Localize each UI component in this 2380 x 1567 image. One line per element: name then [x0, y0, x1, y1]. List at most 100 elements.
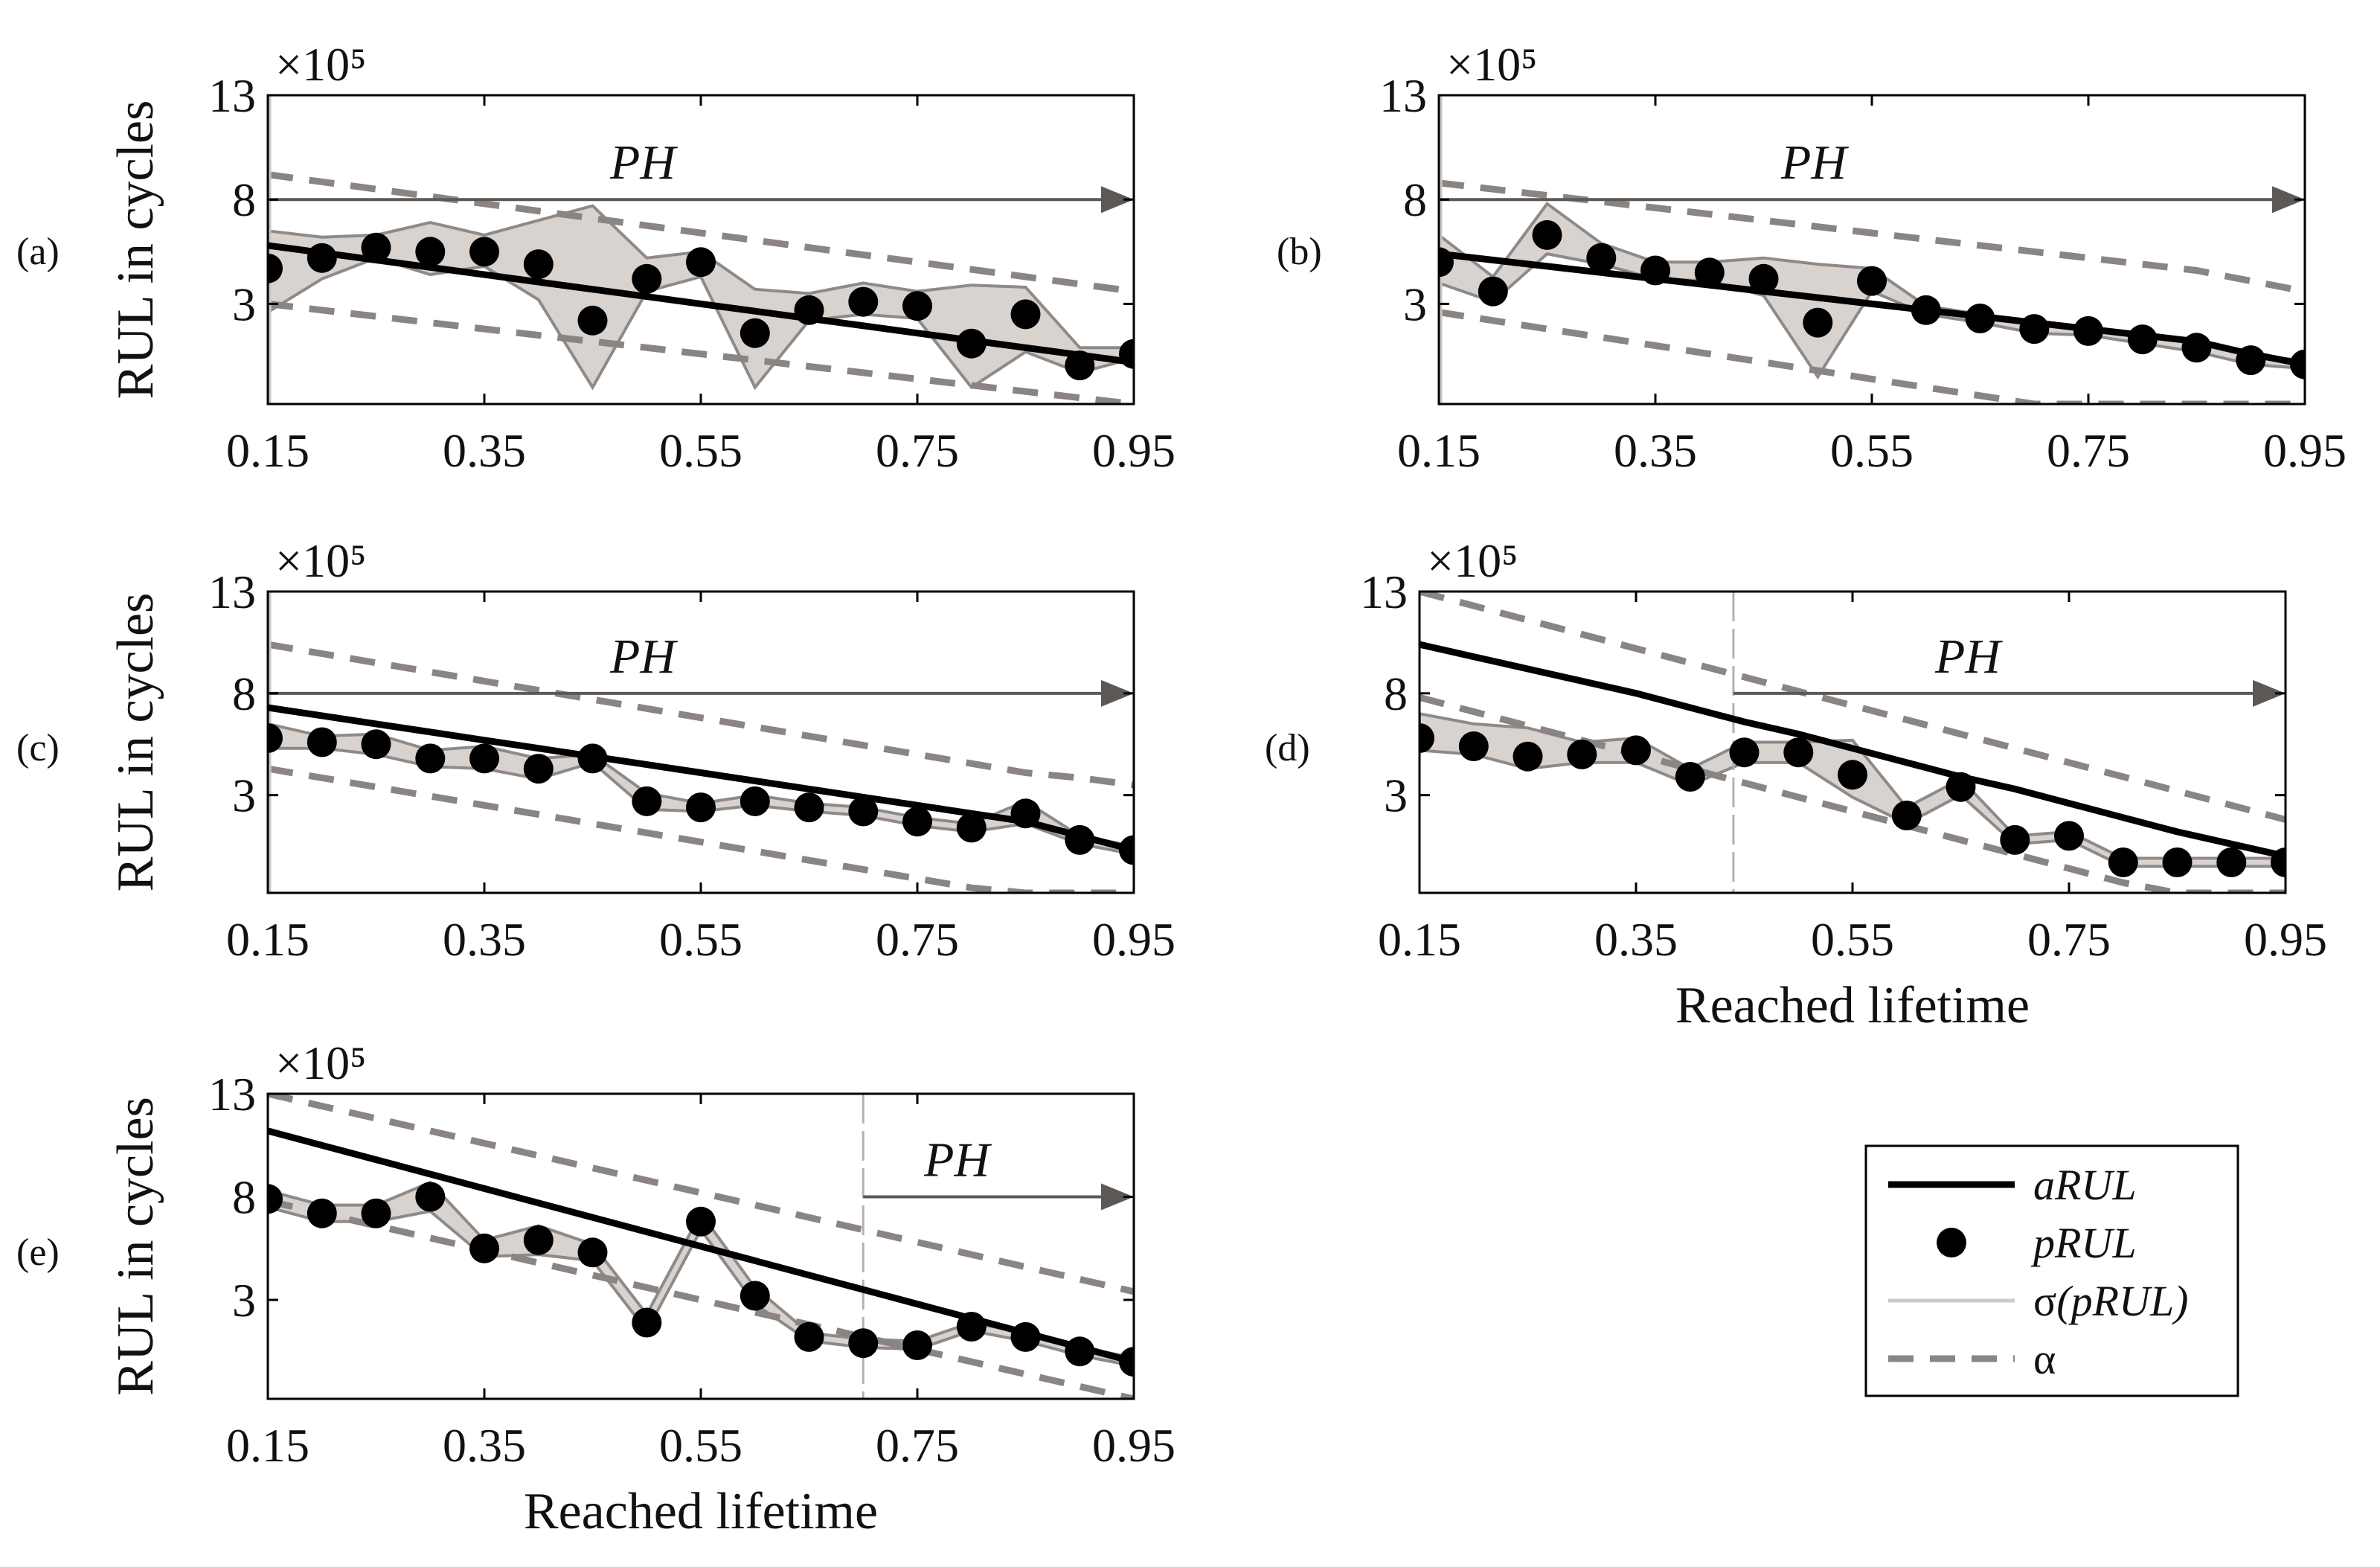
x-tick-label: 0.95: [1092, 913, 1175, 966]
panel-label: (a): [16, 231, 60, 273]
horizon-arrowhead: [2272, 186, 2305, 214]
prul-point: [268, 1184, 283, 1214]
panel-label: (d): [1265, 727, 1310, 769]
horizon-arrowhead: [2253, 679, 2286, 707]
arul-line: [1439, 250, 2305, 368]
y-multiplier: ×10⁵: [275, 38, 366, 91]
y-axis-label: RUL in cycles: [107, 1097, 164, 1396]
arul-line: [268, 242, 1134, 366]
prul-point: [577, 305, 608, 336]
x-tick-label: 0.55: [1830, 424, 1914, 477]
prul-point: [415, 1182, 446, 1212]
x-axis-label: Reached lifetime: [1675, 977, 2030, 1034]
alpha-lower-line: [1439, 309, 2305, 404]
prul-point: [1946, 772, 1976, 802]
y-tick-label: 8: [1403, 173, 1427, 226]
y-multiplier: ×10⁵: [275, 1036, 366, 1089]
horizon-label: PH: [609, 629, 678, 684]
x-tick-label: 0.35: [1594, 913, 1678, 966]
prul-point: [1439, 247, 1454, 278]
panel-a: PH 3 8 13 0.15 0.35 0.55 0.75 0.95 ×10⁵ (a) RUL in …: [16, 38, 1175, 477]
x-tick-label: 0.75: [876, 913, 959, 966]
horizon-label: PH: [609, 135, 678, 190]
x-tick-label: 0.15: [226, 424, 309, 477]
alpha-upper-line: [268, 641, 1134, 789]
prul-point: [2236, 345, 2266, 376]
plot-area: [1420, 592, 2286, 893]
x-tick-label: 0.95: [1092, 424, 1175, 477]
prul-point: [794, 792, 824, 823]
x-tick-label: 0.15: [226, 913, 309, 966]
prul-point: [1119, 835, 1134, 865]
y-tick-label: 3: [232, 769, 256, 822]
prul-point: [1513, 741, 1543, 772]
prul-point: [469, 1233, 499, 1263]
y-tick-label: 8: [232, 173, 256, 226]
prul-point: [2000, 824, 2030, 855]
prul-point: [848, 1328, 879, 1359]
x-tick-label: 0.15: [1378, 913, 1461, 966]
prul-point: [1891, 801, 1922, 830]
prul-point: [2019, 314, 2050, 345]
plot-area: [1439, 95, 2305, 404]
prul-point: [415, 743, 446, 774]
prul-point: [577, 1237, 608, 1268]
x-tick-label: 0.95: [2244, 913, 2327, 966]
horizon-arrowhead: [1101, 186, 1134, 214]
prul-point: [686, 1206, 716, 1237]
prul-point: [686, 247, 716, 278]
prul-point: [1783, 737, 1814, 768]
prul-point: [1065, 1336, 1095, 1367]
y-tick-label: 8: [232, 667, 256, 720]
y-tick-label: 8: [1384, 667, 1408, 720]
prul-point: [1838, 760, 1867, 790]
x-tick-label: 0.35: [1614, 424, 1697, 477]
x-tick-label: 0.35: [443, 424, 526, 477]
y-multiplier: ×10⁵: [1427, 534, 1518, 587]
prul-point: [1532, 219, 1562, 250]
prul-point: [577, 743, 608, 774]
prul-point: [956, 813, 987, 843]
prul-point: [469, 743, 499, 774]
x-axis-label: Reached lifetime: [524, 1483, 878, 1540]
prul-point: [1119, 339, 1134, 369]
prul-point: [956, 1312, 987, 1342]
prul-point: [361, 729, 391, 760]
prul-point: [1567, 739, 1597, 769]
prul-point: [1119, 1347, 1134, 1377]
prul-point: [1965, 304, 1995, 333]
prul-point: [1586, 243, 1617, 273]
prul-point: [1065, 350, 1095, 381]
y-tick-label: 13: [208, 565, 256, 618]
prul-point: [268, 723, 283, 753]
x-tick-label: 0.95: [2263, 424, 2347, 477]
prul-point: [794, 1321, 824, 1352]
y-multiplier: ×10⁵: [275, 534, 366, 587]
plot-area: [268, 95, 1134, 404]
plot-area: [268, 592, 1134, 893]
prul-point: [1010, 299, 1041, 330]
prul-point: [1010, 798, 1041, 829]
y-tick-label: 8: [232, 1171, 256, 1224]
prul-point: [2290, 349, 2305, 379]
prul-point: [361, 232, 391, 263]
prul-point: [2073, 315, 2103, 346]
prul-point: [2108, 847, 2138, 877]
arul-line: [268, 1127, 1134, 1365]
x-tick-label: 0.75: [876, 424, 959, 477]
x-tick-label: 0.15: [1397, 424, 1481, 477]
x-tick-label: 0.55: [659, 913, 742, 966]
prul-point: [307, 243, 337, 273]
prul-point: [632, 263, 662, 294]
alpha-lower-line: [268, 1197, 1134, 1399]
prul-point: [1010, 1321, 1041, 1352]
prul-point: [902, 807, 932, 837]
prul-point: [740, 1281, 770, 1311]
prul-point: [523, 754, 554, 784]
panel-b: PH 3 8 13 0.15 0.35 0.55 0.75 0.95 ×10⁵ (b): [1277, 38, 2347, 477]
alpha-upper-line: [268, 1094, 1134, 1295]
x-tick-label: 0.95: [1092, 1419, 1175, 1472]
prul-point: [1065, 824, 1095, 855]
legend: aRUL pRUL σ(pRUL) α: [1864, 1144, 2239, 1397]
y-tick-label: 3: [232, 278, 256, 330]
